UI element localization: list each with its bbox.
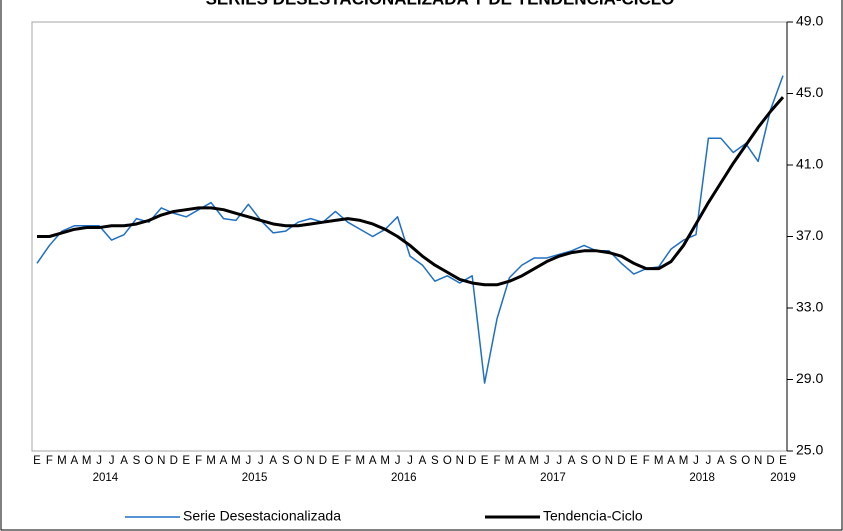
x-tick-label: S (282, 455, 290, 467)
x-tick-label: J (693, 455, 699, 467)
x-tick-label: F (195, 455, 202, 467)
x-tick-label: D (617, 455, 625, 467)
y-tick-label: 29.0 (796, 370, 823, 386)
x-tick-label: A (518, 455, 526, 467)
x-tick-label: J (544, 455, 550, 467)
x-tick-label: E (182, 455, 190, 467)
x-tick-label: N (157, 455, 165, 467)
x-tick-label: O (592, 455, 601, 467)
y-tick-label: 45.0 (796, 84, 823, 100)
x-tick-label: F (344, 455, 351, 467)
x-tick-label: O (741, 455, 750, 467)
x-tick-label: A (70, 455, 78, 467)
x-tick-label: M (380, 455, 390, 467)
x-tick-label: E (33, 455, 41, 467)
legend-label: Serie Desestacionalizada (183, 508, 341, 524)
year-label: 2017 (540, 472, 566, 484)
x-tick-label: A (269, 455, 277, 467)
x-tick-label: M (679, 455, 689, 467)
x-tick-label: J (706, 455, 712, 467)
y-tick-label: 41.0 (796, 156, 823, 172)
year-label: 2019 (770, 472, 796, 484)
x-tick-label: M (654, 455, 664, 467)
x-tick-label: M (231, 455, 241, 467)
x-tick-label: J (245, 455, 251, 467)
x-tick-label: A (419, 455, 427, 467)
y-tick-label: 37.0 (796, 227, 823, 243)
year-label: 2015 (242, 472, 268, 484)
y-tick-label: 25.0 (796, 442, 823, 458)
x-tick-label: M (206, 455, 216, 467)
x-tick-label: A (568, 455, 576, 467)
x-tick-label: N (306, 455, 314, 467)
x-tick-label: N (456, 455, 464, 467)
series-line (36, 75, 784, 384)
x-tick-label: S (580, 455, 588, 467)
x-tick-label: M (57, 455, 67, 467)
x-tick-label: E (779, 455, 787, 467)
x-tick-label: J (258, 455, 264, 467)
x-tick-label: D (319, 455, 327, 467)
y-tick-label: 49.0 (796, 13, 823, 29)
x-tick-label: M (530, 455, 540, 467)
x-tick-label: J (395, 455, 401, 467)
x-tick-label: S (729, 455, 737, 467)
chart-title: SERIES DESESTACIONALIZADA Y DE TENDENCIA… (206, 0, 675, 8)
x-tick-label: S (431, 455, 439, 467)
series-line (37, 96, 785, 287)
year-label: 2016 (391, 472, 417, 484)
x-tick-label: O (443, 455, 452, 467)
year-label: 2014 (93, 472, 119, 484)
x-tick-label: J (109, 455, 115, 467)
plot-frame (31, 21, 788, 452)
x-tick-label: O (144, 455, 153, 467)
x-tick-label: S (133, 455, 141, 467)
y-tick-label: 33.0 (796, 299, 823, 315)
x-tick-label: M (505, 455, 515, 467)
x-tick-label: J (407, 455, 413, 467)
x-tick-label: N (605, 455, 613, 467)
x-tick-label: M (82, 455, 92, 467)
year-label: 2018 (689, 472, 715, 484)
x-tick-label: E (332, 455, 340, 467)
x-tick-label: E (630, 455, 638, 467)
x-tick-label: F (494, 455, 501, 467)
x-tick-label: J (556, 455, 562, 467)
x-tick-label: A (369, 455, 377, 467)
x-tick-label: D (468, 455, 476, 467)
x-tick-label: A (220, 455, 228, 467)
x-tick-label: A (120, 455, 128, 467)
x-tick-label: O (294, 455, 303, 467)
x-tick-label: F (643, 455, 650, 467)
x-tick-label: M (355, 455, 365, 467)
x-tick-label: D (766, 455, 774, 467)
x-tick-label: J (96, 455, 102, 467)
x-tick-label: A (717, 455, 725, 467)
legend-label: Tendencia-Ciclo (543, 508, 643, 524)
x-tick-label: F (46, 455, 53, 467)
x-tick-label: A (667, 455, 675, 467)
x-tick-label: E (481, 455, 489, 467)
x-tick-label: D (170, 455, 178, 467)
x-tick-label: N (754, 455, 762, 467)
